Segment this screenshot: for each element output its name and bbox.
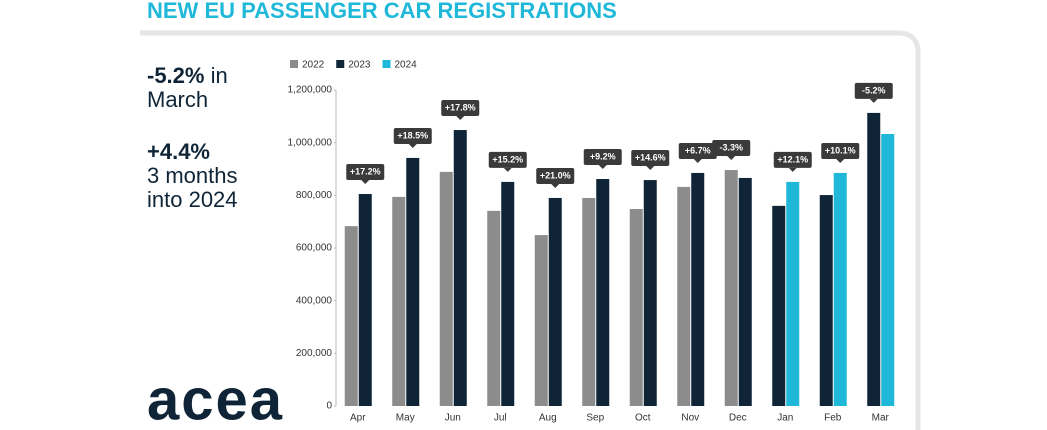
annotation-pointer: [456, 116, 465, 121]
bar: [487, 210, 501, 406]
bar: [344, 226, 358, 406]
x-tick-label: Feb: [824, 413, 842, 424]
bar: [819, 195, 833, 406]
highlight-text: in March: [147, 63, 228, 112]
x-tick-label: Dec: [729, 413, 747, 424]
highlight-text: 3 months into 2024: [147, 163, 238, 212]
annotation-pointer: [598, 165, 607, 170]
annotation-pointer: [693, 158, 702, 163]
card-border: [140, 30, 921, 430]
annotation-pointer: [503, 167, 512, 172]
x-tick-label: May: [396, 413, 415, 424]
legend-label: 2024: [395, 60, 418, 71]
annotation: +14.6%: [635, 152, 666, 162]
bar: [724, 170, 738, 406]
annotation-box: [536, 167, 575, 184]
annotation-box: [488, 151, 527, 168]
highlight: +4.4% 3 months into 2024: [147, 140, 267, 212]
annotation-box: [678, 142, 717, 159]
x-tick-label: Jun: [445, 413, 461, 424]
annotation: +9.2%: [590, 151, 616, 161]
annotation-pointer: [836, 158, 845, 163]
highlight: -5.2% in March: [147, 64, 267, 112]
y-tick-label: 0: [326, 401, 332, 412]
x-tick-label: Mar: [872, 413, 890, 424]
annotation: +6.7%: [685, 145, 711, 155]
bar: [833, 172, 847, 406]
annotation-box: [712, 140, 751, 157]
annotation: -5.2%: [862, 85, 886, 95]
annotation: +21.0%: [540, 170, 571, 180]
bar: [534, 235, 548, 406]
legend-swatch: [290, 60, 298, 68]
annotation-box: [821, 142, 860, 159]
x-tick-label: Sep: [586, 413, 604, 424]
y-tick-label: 400,000: [296, 295, 333, 306]
x-tick-label: Nov: [681, 413, 699, 424]
y-tick-label: 1,000,000: [288, 137, 333, 148]
highlight-value: -5.2%: [147, 63, 205, 88]
annotation: -3.3%: [719, 142, 743, 152]
x-tick-label: Jan: [777, 413, 793, 424]
x-tick-label: Aug: [539, 413, 557, 424]
bar: [629, 209, 643, 406]
bar: [548, 197, 562, 406]
annotation-box: [631, 150, 670, 167]
highlight-value: +4.4%: [147, 139, 210, 164]
annotation: +12.1%: [777, 154, 808, 164]
annotation-box: [854, 82, 893, 99]
annotation-pointer: [727, 156, 736, 161]
y-tick-label: 200,000: [296, 348, 333, 359]
legend-swatch: [382, 60, 391, 68]
y-tick-label: 1,200,000: [288, 85, 333, 96]
annotation: +18.5%: [397, 130, 428, 140]
annotation-box: [583, 149, 622, 166]
annotation-pointer: [551, 183, 560, 188]
bar: [582, 197, 596, 406]
bar: [392, 196, 406, 406]
legend-swatch: [336, 60, 345, 68]
chart-title: NEW EU PASSENGER CAR REGISTRATIONS: [147, 0, 617, 23]
annotation-box: [393, 127, 432, 144]
annotation-box: [441, 100, 480, 117]
bar: [867, 112, 881, 406]
bar: [439, 171, 453, 406]
legend-label: 2022: [302, 60, 325, 71]
bar: [772, 205, 786, 406]
annotation: +17.8%: [445, 102, 476, 112]
bar: [453, 130, 467, 406]
bar: [786, 181, 800, 406]
y-tick-label: 600,000: [296, 243, 333, 254]
annotation-box: [346, 164, 385, 181]
bar: [677, 186, 691, 406]
annotation-pointer: [361, 180, 370, 185]
annotation-box: [773, 151, 812, 168]
bar: [596, 179, 610, 406]
annotation-pointer: [869, 98, 878, 103]
bar: [406, 157, 420, 406]
x-tick-label: Apr: [350, 413, 366, 424]
annotation: +10.1%: [825, 145, 856, 155]
bar: [691, 172, 705, 406]
x-tick-label: Jul: [494, 413, 507, 424]
bar: [738, 177, 752, 406]
x-tick-label: Oct: [635, 413, 651, 424]
logo: acea: [147, 367, 284, 430]
annotation-pointer: [646, 166, 655, 171]
y-tick-label: 800,000: [296, 190, 333, 201]
bar: [358, 194, 372, 406]
annotation-pointer: [408, 143, 417, 148]
bar: [881, 133, 895, 406]
annotation: +17.2%: [350, 166, 381, 176]
annotation: +15.2%: [492, 154, 523, 164]
bar: [643, 180, 657, 406]
legend-label: 2023: [348, 60, 371, 71]
annotation-pointer: [788, 167, 797, 172]
bar: [501, 181, 515, 406]
